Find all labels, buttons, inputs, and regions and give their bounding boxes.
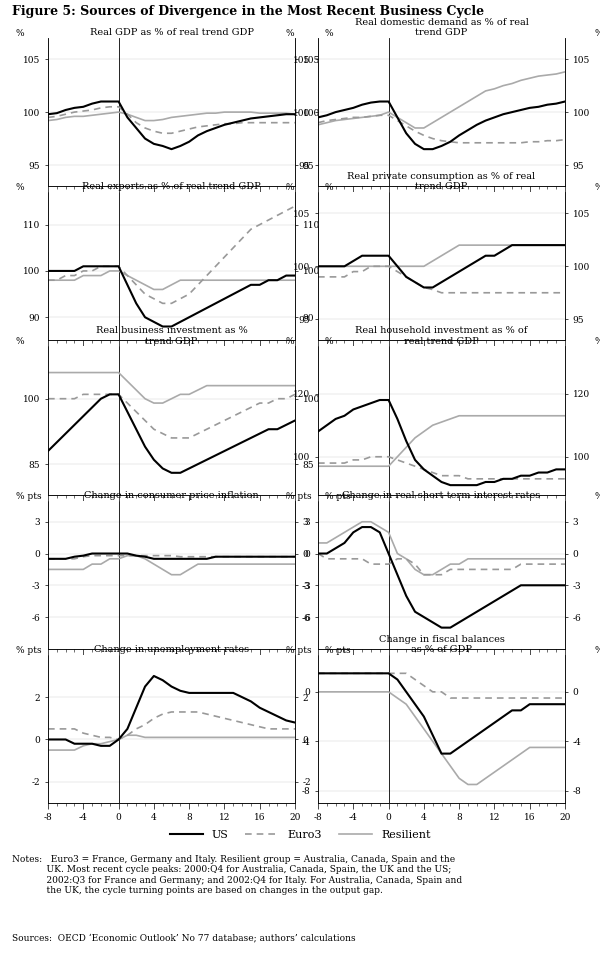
Text: %: %	[325, 183, 333, 193]
Text: % pts: % pts	[595, 646, 600, 655]
Text: %: %	[16, 29, 25, 38]
Text: % pts: % pts	[325, 646, 350, 655]
Text: %: %	[286, 183, 295, 193]
Text: %: %	[16, 183, 25, 193]
Text: % pts: % pts	[16, 646, 41, 655]
Text: %: %	[595, 29, 600, 38]
Title: Change in unemployment rates: Change in unemployment rates	[94, 645, 249, 654]
Title: Real domestic demand as % of real
trend GDP: Real domestic demand as % of real trend …	[355, 18, 529, 38]
Text: % pts: % pts	[16, 491, 41, 501]
Title: Real GDP as % of real trend GDP: Real GDP as % of real trend GDP	[89, 28, 254, 38]
Text: %: %	[595, 183, 600, 193]
Title: Real household investment as % of
real trend GDP: Real household investment as % of real t…	[355, 326, 527, 346]
Text: %: %	[286, 29, 295, 38]
Text: Figure 5: Sources of Divergence in the Most Recent Business Cycle: Figure 5: Sources of Divergence in the M…	[12, 5, 484, 18]
Text: %: %	[325, 337, 333, 347]
Title: Change in real short-term interest rates: Change in real short-term interest rates	[343, 491, 541, 500]
Title: Change in fiscal balances
as % of GDP: Change in fiscal balances as % of GDP	[379, 635, 505, 654]
Text: % pts: % pts	[286, 646, 311, 655]
Text: %: %	[16, 337, 25, 347]
Text: %: %	[286, 337, 295, 347]
Text: % pts: % pts	[286, 491, 311, 501]
Text: Sources:  OECD ‘Economic Outlook’ No 77 database; authors’ calculations: Sources: OECD ‘Economic Outlook’ No 77 d…	[12, 933, 356, 942]
Title: Real private consumption as % of real
trend GDP: Real private consumption as % of real tr…	[347, 172, 536, 192]
Text: % pts: % pts	[325, 491, 350, 501]
Text: %: %	[595, 337, 600, 347]
Title: Change in consumer price inflation: Change in consumer price inflation	[84, 491, 259, 500]
Title: Real exports as % of real trend GDP: Real exports as % of real trend GDP	[82, 182, 261, 192]
Text: %: %	[325, 29, 333, 38]
Text: Notes:   Euro3 = France, Germany and Italy. Resilient group = Australia, Canada,: Notes: Euro3 = France, Germany and Italy…	[12, 855, 462, 896]
Title: Real business investment as %
trend GDP: Real business investment as % trend GDP	[95, 326, 247, 346]
Legend: US, Euro3, Resilient: US, Euro3, Resilient	[165, 825, 435, 845]
Text: % pts: % pts	[595, 491, 600, 501]
